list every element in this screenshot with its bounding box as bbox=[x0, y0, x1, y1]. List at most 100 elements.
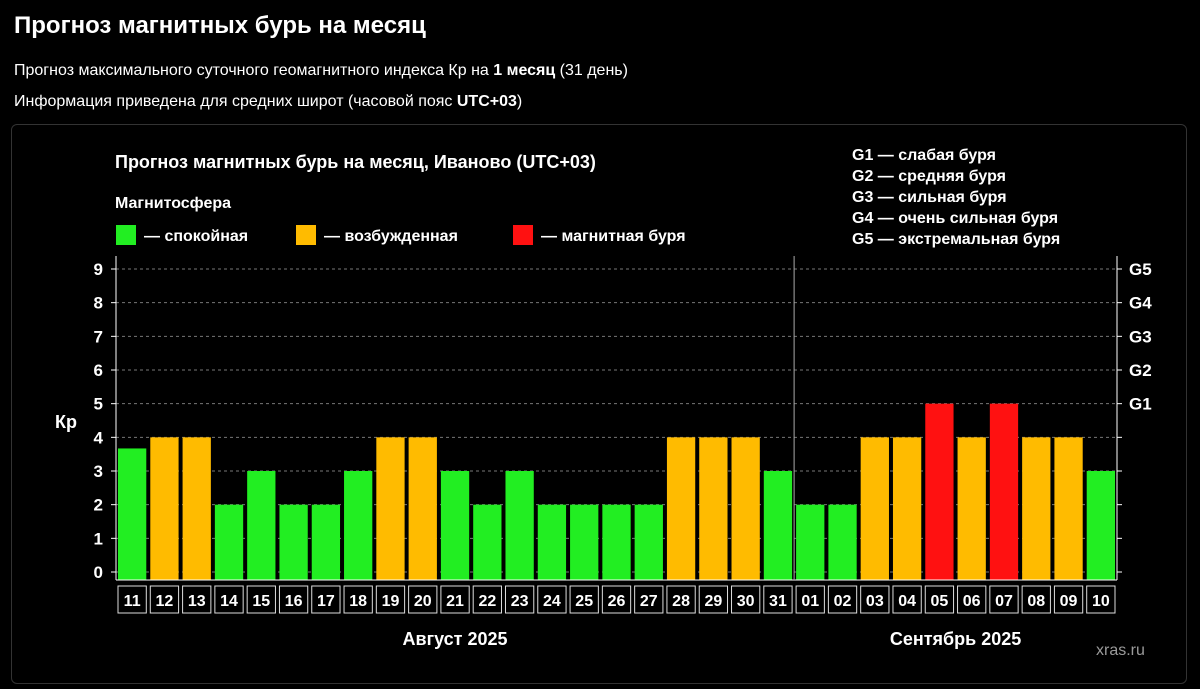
y-axis-label: Кр bbox=[55, 412, 77, 432]
bar-10 bbox=[1086, 471, 1115, 580]
bar-21 bbox=[440, 471, 470, 580]
legend-label-excited: — возбужденная bbox=[324, 228, 458, 245]
y-tick-label: 3 bbox=[94, 462, 103, 481]
bar-03 bbox=[860, 437, 889, 580]
day-label-06: 06 bbox=[963, 593, 981, 610]
bar-04 bbox=[892, 437, 922, 580]
day-cell bbox=[763, 585, 793, 614]
day-label-01: 01 bbox=[801, 593, 819, 610]
day-cell bbox=[989, 585, 1019, 614]
forecast-period: 1 месяц bbox=[493, 62, 556, 79]
day-cell bbox=[214, 585, 244, 614]
day-cell bbox=[924, 585, 955, 614]
day-label-30: 30 bbox=[737, 593, 755, 610]
day-cell bbox=[117, 585, 147, 614]
day-cell bbox=[1086, 585, 1116, 614]
right-tick-G3: G3 bbox=[1129, 327, 1152, 346]
y-tick-label: 0 bbox=[94, 563, 103, 582]
right-tick-G1: G1 bbox=[1129, 395, 1152, 414]
day-label-19: 19 bbox=[382, 593, 400, 610]
day-label-21: 21 bbox=[446, 593, 464, 610]
day-cell bbox=[860, 585, 890, 614]
timezone: UTC+03 bbox=[456, 93, 517, 110]
watermark: xras.ru bbox=[1096, 642, 1145, 659]
day-cell bbox=[149, 585, 180, 614]
bar-09 bbox=[1054, 437, 1083, 580]
day-cell bbox=[601, 585, 632, 614]
bar-26 bbox=[602, 504, 631, 580]
day-label-03: 03 bbox=[866, 593, 884, 610]
month-label-1: Сентябрь 2025 bbox=[890, 629, 1021, 649]
day-label-05: 05 bbox=[931, 593, 949, 610]
y-tick-label: 2 bbox=[94, 496, 103, 515]
g-legend-item: G2 — средняя буря bbox=[852, 168, 1006, 185]
day-cell bbox=[537, 585, 567, 614]
bar-02 bbox=[828, 504, 857, 580]
g-legend-item: G1 — слабая буря bbox=[852, 147, 996, 164]
bar-29 bbox=[699, 437, 728, 580]
latitude-info: Информация приведена для средних широт (… bbox=[14, 93, 523, 110]
day-label-26: 26 bbox=[608, 593, 626, 610]
g-legend-item: G5 — экстремальная буря bbox=[852, 231, 1060, 248]
chart-title: Прогноз магнитных бурь на месяц, Иваново… bbox=[115, 152, 596, 172]
day-label-04: 04 bbox=[898, 593, 916, 610]
bar-30 bbox=[731, 437, 760, 580]
day-cell bbox=[246, 585, 276, 614]
legend-label-storm: — магнитная буря bbox=[541, 228, 686, 245]
day-cell bbox=[1053, 585, 1084, 614]
day-label-10: 10 bbox=[1092, 593, 1110, 610]
legend-swatch-storm bbox=[513, 225, 533, 245]
day-label-17: 17 bbox=[317, 593, 335, 610]
day-label-31: 31 bbox=[769, 593, 787, 610]
bar-25 bbox=[570, 504, 599, 580]
day-cell bbox=[827, 585, 858, 614]
bar-16 bbox=[279, 504, 308, 580]
page-title: Прогноз магнитных бурь на месяц bbox=[14, 12, 426, 39]
y-tick-label: 8 bbox=[94, 294, 103, 313]
day-label-02: 02 bbox=[834, 593, 852, 610]
y-tick-label: 5 bbox=[94, 395, 103, 414]
day-cell bbox=[343, 585, 373, 614]
bar-20 bbox=[408, 437, 437, 580]
day-label-11: 11 bbox=[124, 593, 141, 610]
bar-11 bbox=[118, 448, 147, 580]
bar-07 bbox=[989, 403, 1019, 580]
day-cell bbox=[698, 585, 729, 614]
forecast-description: Прогноз максимального суточного геомагни… bbox=[14, 62, 628, 79]
day-label-14: 14 bbox=[220, 593, 238, 610]
day-cell bbox=[504, 585, 535, 614]
day-cell bbox=[182, 585, 212, 614]
day-label-27: 27 bbox=[640, 593, 658, 610]
bar-08 bbox=[1022, 437, 1051, 580]
bar-22 bbox=[473, 504, 502, 580]
y-tick-label: 4 bbox=[94, 428, 104, 447]
bar-05 bbox=[925, 403, 954, 580]
day-label-07: 07 bbox=[995, 593, 1013, 610]
day-label-16: 16 bbox=[285, 593, 303, 610]
day-cell bbox=[278, 585, 309, 614]
bar-12 bbox=[150, 437, 179, 580]
legend-title: Магнитосфера bbox=[115, 195, 231, 212]
bar-28 bbox=[666, 437, 696, 580]
y-tick-label: 7 bbox=[94, 327, 103, 346]
bar-31 bbox=[763, 471, 793, 580]
legend-swatch-calm bbox=[116, 225, 136, 245]
day-cell bbox=[795, 585, 825, 614]
day-cell bbox=[311, 585, 341, 614]
day-label-23: 23 bbox=[511, 593, 529, 610]
legend-label-calm: — спокойная bbox=[144, 228, 248, 245]
legend-swatch-excited bbox=[296, 225, 316, 245]
bar-18 bbox=[344, 471, 373, 580]
day-label-18: 18 bbox=[349, 593, 367, 610]
day-cell bbox=[569, 585, 599, 614]
right-tick-G2: G2 bbox=[1129, 361, 1152, 380]
day-label-09: 09 bbox=[1060, 593, 1078, 610]
day-cell bbox=[1021, 585, 1051, 614]
bar-13 bbox=[182, 437, 211, 580]
day-label-13: 13 bbox=[188, 593, 206, 610]
day-cell bbox=[408, 585, 438, 614]
day-cell bbox=[666, 585, 696, 614]
day-label-24: 24 bbox=[543, 593, 561, 610]
day-cell bbox=[957, 585, 987, 614]
y-tick-label: 6 bbox=[94, 361, 103, 380]
